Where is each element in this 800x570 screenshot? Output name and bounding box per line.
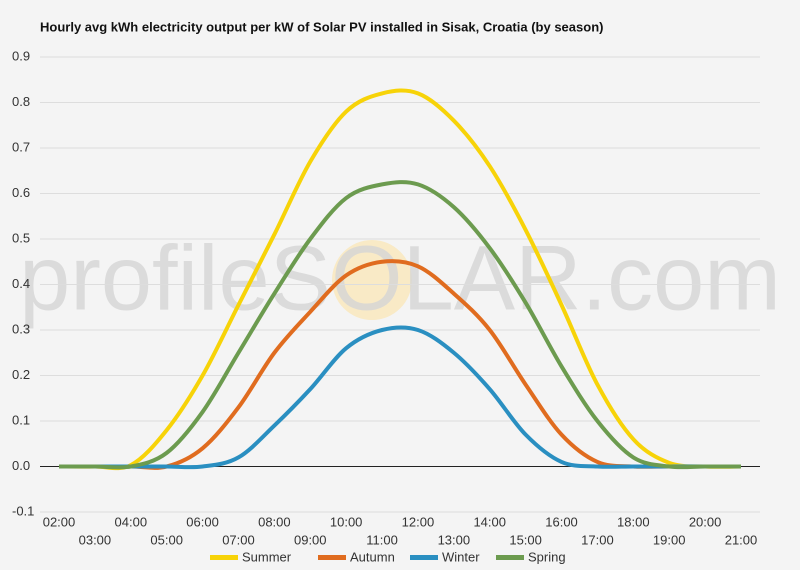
- legend-label: Spring: [528, 549, 566, 564]
- legend-swatch: [210, 555, 238, 560]
- y-tick-label: 0.4: [12, 276, 30, 291]
- y-tick-label: 0.8: [12, 94, 30, 109]
- series-line: [59, 325, 741, 470]
- x-tick-label: 14:00: [473, 514, 506, 529]
- legend-label: Summer: [242, 549, 292, 564]
- legend-label: Winter: [442, 549, 480, 564]
- x-tick-label: 16:00: [545, 514, 578, 529]
- x-tick-label: 02:00: [43, 514, 76, 529]
- y-tick-label: 0.6: [12, 185, 30, 200]
- x-tick-label: 19:00: [653, 532, 686, 547]
- x-tick-label: 18:00: [617, 514, 650, 529]
- legend-swatch: [410, 555, 438, 560]
- x-tick-label: 03:00: [79, 532, 112, 547]
- y-tick-label: 0.3: [12, 321, 30, 336]
- x-tick-label: 06:00: [186, 514, 219, 529]
- x-tick-label: 12:00: [402, 514, 435, 529]
- legend-swatch: [496, 555, 524, 560]
- x-tick-label: 09:00: [294, 532, 327, 547]
- x-tick-label: 08:00: [258, 514, 291, 529]
- legend-swatch: [318, 555, 346, 560]
- y-tick-label: 0.9: [12, 48, 30, 63]
- x-tick-label: 21:00: [725, 532, 758, 547]
- chart-title: Hourly avg kWh electricity output per kW…: [40, 19, 603, 34]
- x-tick-label: 04:00: [115, 514, 148, 529]
- x-tick-label: 10:00: [330, 514, 363, 529]
- y-tick-label: 0.2: [12, 367, 30, 382]
- x-tick-label: 07:00: [222, 532, 255, 547]
- legend-label: Autumn: [350, 549, 395, 564]
- x-tick-label: 13:00: [438, 532, 471, 547]
- y-tick-label: 0.5: [12, 230, 30, 245]
- y-tick-label: 0.1: [12, 412, 30, 427]
- y-tick-label: -0.1: [12, 503, 34, 518]
- watermark: profileSOLAR.com: [19, 227, 781, 329]
- x-tick-label: 11:00: [366, 532, 398, 547]
- series-line: [59, 180, 741, 470]
- x-tick-label: 15:00: [509, 532, 542, 547]
- x-tick-label: 05:00: [150, 532, 183, 547]
- x-tick-label: 20:00: [689, 514, 722, 529]
- y-tick-label: 0.0: [12, 458, 30, 473]
- series-line: [58, 88, 742, 471]
- y-tick-label: 0.7: [12, 139, 30, 154]
- x-tick-label: 17:00: [581, 532, 614, 547]
